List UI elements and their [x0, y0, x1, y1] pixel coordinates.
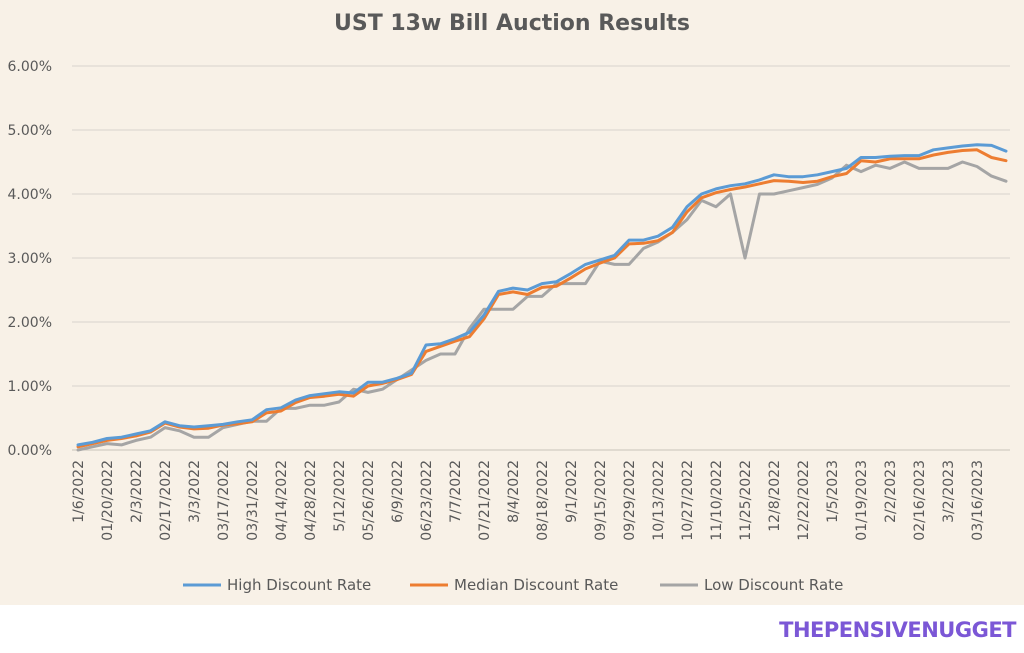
y-axis-ticks: 0.00% 1.00% 2.00% 3.00% 4.00% 5.00% 6.00%: [8, 59, 52, 459]
legend: High Discount Rate Median Discount Rate Lo…: [183, 576, 843, 594]
x-tick-label: 12/22/2022: [796, 460, 812, 541]
series-line-median-discount-rate: [76, 148, 1008, 449]
x-tick-label: 06/23/2022: [419, 460, 435, 541]
x-tick-label: 11/10/2022: [709, 460, 725, 541]
y-tick-label: 4.00%: [8, 187, 52, 203]
x-tick-label: 03/17/2022: [216, 460, 232, 541]
x-tick-label: 08/18/2022: [535, 460, 551, 541]
footer: [0, 605, 1024, 653]
x-axis-ticks: 1/6/2022 01/20/2022 2/3/2022 02/17/2022 3/3/…: [71, 460, 986, 541]
x-tick-label: 2/3/2022: [129, 460, 145, 523]
legend-label: Low Discount Rate: [704, 576, 843, 594]
x-tick-label: 6/9/2022: [390, 460, 406, 523]
x-tick-label: 05/26/2022: [361, 460, 377, 541]
legend-label: Median Discount Rate: [454, 576, 618, 594]
series-line-high-discount-rate: [76, 143, 1008, 447]
x-tick-label: 10/27/2022: [680, 460, 696, 541]
x-tick-label: 11/25/2022: [738, 460, 754, 541]
grid-lines: [72, 65, 1010, 451]
x-tick-label: 04/28/2022: [303, 460, 319, 541]
x-tick-label: 10/13/2022: [651, 460, 667, 541]
x-tick-label: 1/6/2022: [71, 460, 87, 523]
y-tick-label: 5.00%: [8, 123, 52, 139]
chart-title: UST 13w Bill Auction Results: [334, 11, 690, 36]
x-tick-label: 02/16/2023: [912, 460, 928, 541]
series-lines: [76, 143, 1008, 452]
x-tick-label: 03/31/2022: [245, 460, 261, 541]
series-line-low-discount-rate: [76, 160, 1008, 452]
x-tick-label: 12/8/2022: [767, 460, 783, 532]
x-tick-label: 09/15/2022: [593, 460, 609, 541]
x-tick-label: 02/17/2022: [158, 460, 174, 541]
x-tick-label: 2/2/2023: [883, 460, 899, 523]
x-tick-label: 5/12/2022: [332, 460, 348, 532]
legend-label: High Discount Rate: [227, 576, 371, 594]
y-tick-label: 1.00%: [8, 379, 52, 395]
x-tick-label: 01/20/2022: [100, 460, 116, 541]
x-tick-label: 7/7/2022: [448, 460, 464, 523]
x-tick-label: 01/19/2023: [854, 460, 870, 541]
x-tick-label: 03/16/2023: [970, 460, 986, 541]
x-tick-label: 3/3/2022: [187, 460, 203, 523]
line-chart: UST 13w Bill Auction Results 0.00% 1.00% 2…: [8, 11, 1010, 594]
x-tick-label: 07/21/2022: [477, 460, 493, 541]
x-tick-label: 1/5/2023: [825, 460, 841, 523]
watermark-logo: THEPENSIVENUGGET: [779, 618, 1016, 642]
y-tick-label: 2.00%: [8, 315, 52, 331]
x-tick-label: 04/14/2022: [274, 460, 290, 541]
y-tick-label: 3.00%: [8, 251, 52, 267]
y-tick-label: 6.00%: [8, 59, 52, 75]
x-tick-label: 3/2/2023: [941, 460, 957, 523]
x-tick-label: 9/1/2022: [564, 460, 580, 523]
x-tick-label: 8/4/2022: [506, 460, 522, 523]
x-tick-label: 09/29/2022: [622, 460, 638, 541]
y-tick-label: 0.00%: [8, 443, 52, 459]
chart-area: UST 13w Bill Auction Results 0.00% 1.00% 2…: [0, 0, 1024, 605]
